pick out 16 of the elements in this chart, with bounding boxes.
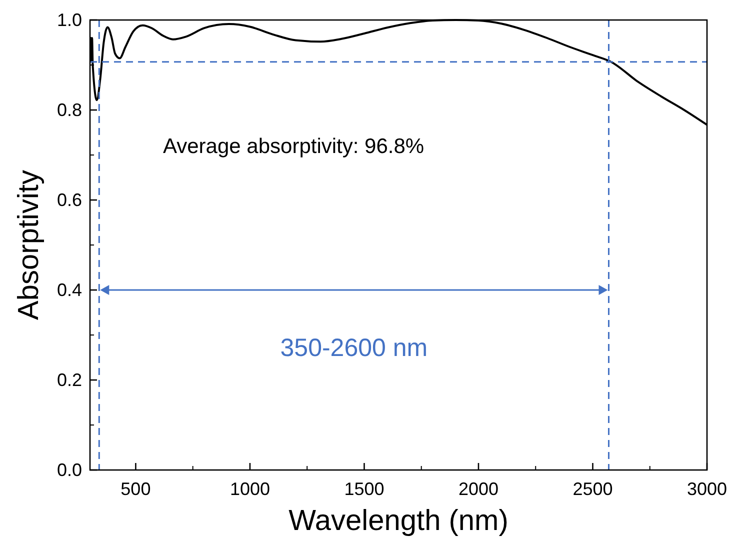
y-tick-label: 0.6 bbox=[56, 190, 82, 210]
x-tick-label: 500 bbox=[120, 479, 151, 499]
x-tick-label: 1500 bbox=[344, 479, 384, 499]
annotation: 350-2600 nm bbox=[280, 334, 428, 362]
annotation: Average absorptivity: 96.8% bbox=[163, 135, 424, 158]
y-tick-label: 0.8 bbox=[56, 100, 82, 120]
x-tick-label: 1000 bbox=[230, 479, 270, 499]
y-tick-label: 0.2 bbox=[56, 370, 82, 390]
y-axis-title: Absorptivity bbox=[13, 170, 45, 320]
y-tick-label: 1.0 bbox=[56, 10, 82, 30]
y-tick-label: 0.0 bbox=[56, 460, 82, 480]
x-tick-label: 2000 bbox=[458, 479, 499, 499]
x-tick-label: 3000 bbox=[686, 479, 728, 499]
y-tick-label: 0.4 bbox=[56, 280, 82, 300]
x-tick-label: 2500 bbox=[572, 479, 613, 499]
x-axis-title: Wavelength (nm) bbox=[288, 505, 508, 537]
